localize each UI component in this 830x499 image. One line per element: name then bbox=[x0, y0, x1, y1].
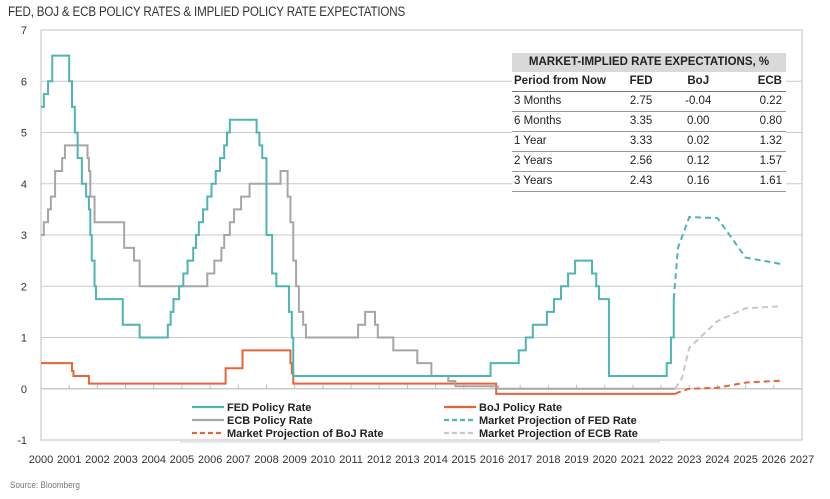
table-row: 3 Years 2.43 0.16 1.61 bbox=[512, 172, 786, 192]
series-line-fed-policy-rate bbox=[41, 54, 675, 377]
y-tick-label: 4 bbox=[21, 179, 27, 191]
legend-label: Market Projection of FED Rate bbox=[479, 415, 637, 427]
series-line-boj-policy-rate bbox=[41, 349, 676, 395]
y-tick-label: 5 bbox=[21, 128, 27, 140]
table-cell: -0.04 bbox=[685, 95, 712, 107]
series-line-market-projection-of-ecb-rate bbox=[674, 305, 783, 390]
table-cell: 3.35 bbox=[629, 115, 653, 127]
table-cell: 2 Years bbox=[514, 155, 553, 167]
series-line-market-projection-of-boj-rate bbox=[674, 379, 783, 395]
y-tick-label: 2 bbox=[21, 281, 27, 293]
y-axis-ticks: -1 0 1 2 3 4 5 6 7 bbox=[17, 25, 27, 447]
table-cell: 2.75 bbox=[629, 95, 653, 107]
table-row: 1 Year 3.33 0.02 1.32 bbox=[512, 132, 786, 152]
x-tick-label: 2020 bbox=[592, 454, 616, 466]
x-axis-ticks: 2000 2001 2002 2003 2004 2005 2006 2007 2008 2009… bbox=[29, 454, 814, 466]
y-tick-label: 0 bbox=[21, 384, 27, 396]
x-tick-label: 2014 bbox=[423, 454, 447, 466]
y-tick-label: 7 bbox=[21, 25, 27, 37]
x-tick-label: 2002 bbox=[85, 454, 109, 466]
table-cell: 0.16 bbox=[687, 175, 710, 187]
series-line-ecb-policy-rate bbox=[41, 144, 676, 390]
table-row: 6 Months 3.35 0.00 0.80 bbox=[512, 112, 786, 132]
series-line-market-projection-of-fed-rate bbox=[672, 216, 783, 300]
table-cell: 2.56 bbox=[629, 155, 653, 167]
legend-item: ECB Policy Rate bbox=[192, 415, 313, 427]
legend-item: Market Projection of FED Rate bbox=[444, 415, 637, 427]
x-tick-label: 2021 bbox=[621, 454, 645, 466]
table-cell: 0.12 bbox=[687, 155, 710, 167]
x-tick-label: 2027 bbox=[790, 454, 814, 466]
expectations-table: MARKET-IMPLIED RATE EXPECTATIONS, % Peri… bbox=[512, 53, 786, 192]
table-row: 3 Months 2.75 -0.04 0.22 bbox=[512, 92, 786, 112]
table-cell: 1.61 bbox=[759, 175, 782, 187]
table-cell: 3 Years bbox=[514, 175, 553, 187]
x-tick-label: 2011 bbox=[339, 454, 363, 466]
x-tick-label: 2023 bbox=[677, 454, 701, 466]
x-tick-label: 2000 bbox=[29, 454, 53, 466]
table-header-row: Period from Now FED BoJ ECB bbox=[512, 72, 786, 92]
table-header-cell: FED bbox=[629, 75, 653, 87]
x-tick-label: 2001 bbox=[57, 454, 81, 466]
x-tick-label: 2012 bbox=[367, 454, 391, 466]
x-tick-label: 2022 bbox=[649, 454, 673, 466]
table-cell: 0.80 bbox=[759, 115, 782, 127]
legend-item: Market Projection of BoJ Rate bbox=[192, 428, 383, 440]
y-tick-label: 3 bbox=[21, 230, 27, 242]
chart-title: FED, BOJ & ECB POLICY RATES & IMPLIED PO… bbox=[8, 4, 406, 19]
x-tick-label: 2024 bbox=[705, 454, 729, 466]
x-tick-label: 2018 bbox=[536, 454, 560, 466]
table-cell: 3.33 bbox=[629, 135, 653, 147]
legend-label: FED Policy Rate bbox=[227, 402, 311, 414]
x-tick-label: 2026 bbox=[762, 454, 786, 466]
x-tick-label: 2005 bbox=[170, 454, 194, 466]
table-title: MARKET-IMPLIED RATE EXPECTATIONS, % bbox=[512, 53, 786, 72]
table-cell: 1 Year bbox=[514, 135, 547, 147]
legend-label: BoJ Policy Rate bbox=[479, 402, 562, 414]
legend-label: Market Projection of ECB Rate bbox=[479, 428, 638, 440]
y-tick-label: -1 bbox=[17, 435, 27, 447]
y-tick-label: 6 bbox=[21, 76, 27, 88]
table-header-cell: ECB bbox=[757, 75, 782, 87]
x-tick-label: 2025 bbox=[733, 454, 757, 466]
table-cell: 1.57 bbox=[759, 155, 782, 167]
table-cell: 2.43 bbox=[629, 175, 653, 187]
x-tick-label: 2017 bbox=[508, 454, 532, 466]
legend-item: Market Projection of ECB Rate bbox=[444, 428, 638, 440]
x-tick-label: 2019 bbox=[564, 454, 588, 466]
table-header-cell: BoJ bbox=[687, 75, 710, 87]
table-cell: 0.02 bbox=[687, 135, 710, 147]
legend-item: BoJ Policy Rate bbox=[444, 402, 562, 414]
source-note: Source: Bloomberg bbox=[10, 480, 80, 491]
x-tick-label: 2010 bbox=[311, 454, 335, 466]
table-cell: 3 Months bbox=[514, 95, 562, 107]
x-tick-label: 2004 bbox=[141, 454, 165, 466]
table-row: 2 Years 2.56 0.12 1.57 bbox=[512, 152, 786, 172]
x-tick-label: 2015 bbox=[452, 454, 476, 466]
series-lines bbox=[41, 54, 783, 395]
table-cell: 0.00 bbox=[687, 115, 710, 127]
x-tick-label: 2003 bbox=[113, 454, 137, 466]
table-cell: 1.32 bbox=[759, 135, 782, 147]
table-cell: 0.22 bbox=[759, 95, 782, 107]
x-tick-label: 2016 bbox=[480, 454, 504, 466]
x-tick-label: 2013 bbox=[395, 454, 419, 466]
x-tick-label: 2006 bbox=[198, 454, 222, 466]
y-tick-label: 1 bbox=[21, 333, 27, 345]
legend-label: ECB Policy Rate bbox=[227, 415, 313, 427]
table-cell: 6 Months bbox=[514, 115, 562, 127]
legend: FED Policy Rate BoJ Policy Rate ECB Policy… bbox=[180, 402, 660, 443]
x-tick-label: 2008 bbox=[254, 454, 278, 466]
legend-item: FED Policy Rate bbox=[192, 402, 311, 414]
x-tick-label: 2009 bbox=[282, 454, 306, 466]
x-tick-label: 2007 bbox=[226, 454, 250, 466]
legend-label: Market Projection of BoJ Rate bbox=[227, 428, 383, 440]
table-header-cell: Period from Now bbox=[514, 75, 607, 87]
